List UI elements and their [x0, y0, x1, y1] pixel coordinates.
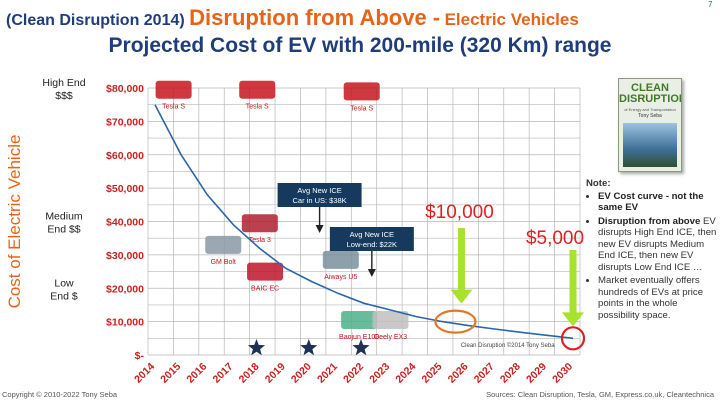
copyright: Copyright © 2010-2022 Tony Seba — [2, 390, 118, 399]
car-thumbnail — [372, 310, 409, 329]
star-marker — [352, 339, 370, 356]
ev-cost-curve — [154, 104, 574, 340]
price-arrow-head — [562, 312, 584, 327]
x-tick-label: 2015 — [158, 361, 183, 386]
clean-disruption-book-cover: CLEAN DISRUPTION of Energy and Transporta… — [618, 78, 682, 172]
car-label: Tesla S — [162, 104, 185, 111]
x-tick-label: 2028 — [498, 361, 523, 386]
car-label: BAIC EC — [251, 286, 279, 293]
car-label: Aiways U5 — [324, 274, 357, 281]
sources: Sources: Clean Disruption, Tesla, GM, Ex… — [486, 390, 714, 399]
car-thumbnail — [155, 80, 192, 99]
main-title-suffix: Electric Vehicles — [444, 10, 579, 29]
y-tick-label: $- — [135, 350, 145, 362]
y-axis-label: Cost of Electric Vehicle — [5, 135, 24, 309]
x-tick-label: 2030 — [550, 361, 575, 386]
note-item: EV Cost curve - not the same EV — [598, 191, 720, 214]
price-highlight-ellipse — [434, 309, 477, 334]
segment-label: High End — [42, 77, 85, 89]
price-arrow-head — [450, 289, 473, 304]
x-tick-label: 2023 — [367, 361, 392, 386]
x-tick-label: 2024 — [393, 361, 418, 386]
segment-label: Low — [54, 277, 74, 289]
note-item-text: EV disrupts High End ICE, then new EV di… — [598, 215, 717, 273]
car-label: Geely EX3 — [374, 334, 408, 341]
car-thumbnail — [247, 262, 284, 281]
note-item-text: Market eventually offers hundreds of EVs… — [598, 275, 704, 321]
car-label: Tesla 3 — [249, 237, 271, 244]
price-marker-label: $5,000 — [526, 228, 584, 249]
segment-label-sub: End $ — [50, 290, 78, 302]
car-thumbnail — [241, 214, 278, 233]
segment-label-sub: End $$ — [47, 224, 80, 236]
book-cover-image — [623, 123, 677, 167]
note-item-bold: EV Cost curve - not the same EV — [598, 190, 704, 214]
x-tick-label: 2020 — [289, 361, 314, 386]
y-tick-label: $60,000 — [106, 150, 144, 162]
callout-arrow-head — [315, 225, 324, 233]
car-label: GM Bolt — [211, 259, 236, 266]
x-tick-label: 2016 — [184, 361, 209, 386]
car-thumbnail — [341, 310, 378, 329]
x-tick-label: 2026 — [446, 361, 471, 386]
x-tick-label: 2017 — [210, 361, 235, 386]
x-tick-label: 2029 — [524, 361, 549, 386]
car-thumbnail — [343, 82, 380, 101]
note-panel: Note: EV Cost curve - not the same EV Di… — [586, 178, 720, 323]
car-thumbnail — [322, 250, 359, 269]
price-marker-label: $10,000 — [425, 202, 494, 223]
callout-box — [329, 227, 414, 251]
y-tick-label: $40,000 — [106, 217, 144, 229]
x-tick-label: 2018 — [237, 361, 262, 386]
y-tick-label: $20,000 — [106, 283, 144, 295]
x-tick-label: 2027 — [472, 361, 497, 386]
note-item: Market eventually offers hundreds of EVs… — [598, 275, 720, 321]
x-tick-label: 2021 — [315, 361, 340, 386]
y-tick-label: $50,000 — [106, 183, 144, 195]
car-thumbnail — [205, 235, 242, 254]
callout-line2: Car in US: $38K — [292, 196, 346, 205]
note-item: Disruption from above EV disrupts High E… — [598, 216, 720, 274]
note-item-bold: Disruption from above — [598, 215, 701, 227]
x-tick-label: 2025 — [419, 361, 444, 386]
y-tick-label: $70,000 — [106, 116, 144, 128]
book-title-line2: DISRUPTION — [619, 93, 682, 105]
callout-line1: Avg New ICE — [297, 186, 341, 195]
book-subtitle: of Energy and Transportation — [624, 107, 676, 112]
star-marker — [247, 339, 266, 356]
car-thumbnail — [239, 80, 276, 99]
callout-line1: Avg New ICE — [350, 230, 394, 239]
price-highlight-circle — [560, 326, 586, 351]
price-arrow-shaft — [457, 228, 465, 292]
price-arrow-shaft — [569, 250, 577, 315]
book-author: Tony Seba — [638, 113, 662, 119]
note-heading: Note: — [586, 178, 611, 189]
segment-label-sub: $$$ — [55, 90, 73, 102]
chart-watermark: Clean Disruption ©2014 Tony Seba — [461, 342, 555, 349]
car-label: Tesla S — [246, 104, 269, 111]
car-label: Baojun E100 — [339, 334, 379, 341]
subtitle: Projected Cost of EV with 200-mile (320 … — [108, 34, 612, 57]
x-tick-label: 2014 — [132, 361, 157, 386]
car-label: Tesla S — [350, 105, 373, 112]
book-title-line1: CLEAN — [631, 82, 669, 94]
main-title: Disruption from Above - — [189, 5, 441, 30]
callout-line2: Low-end: $22K — [347, 240, 397, 249]
corner-mark: 7 — [708, 0, 713, 9]
y-tick-label: $30,000 — [106, 250, 144, 262]
segment-label: Medium — [45, 211, 83, 223]
callout-arrow-head — [367, 269, 376, 277]
y-tick-label: $10,000 — [106, 317, 144, 329]
x-tick-label: 2022 — [341, 361, 366, 386]
y-tick-label: $80,000 — [106, 83, 144, 95]
x-tick-label: 2019 — [263, 361, 288, 386]
star-marker — [300, 339, 318, 356]
callout-box — [277, 183, 362, 207]
header-line: (Clean Disruption 2014) Disruption from … — [6, 5, 716, 31]
title-prefix: (Clean Disruption 2014) — [6, 12, 185, 29]
